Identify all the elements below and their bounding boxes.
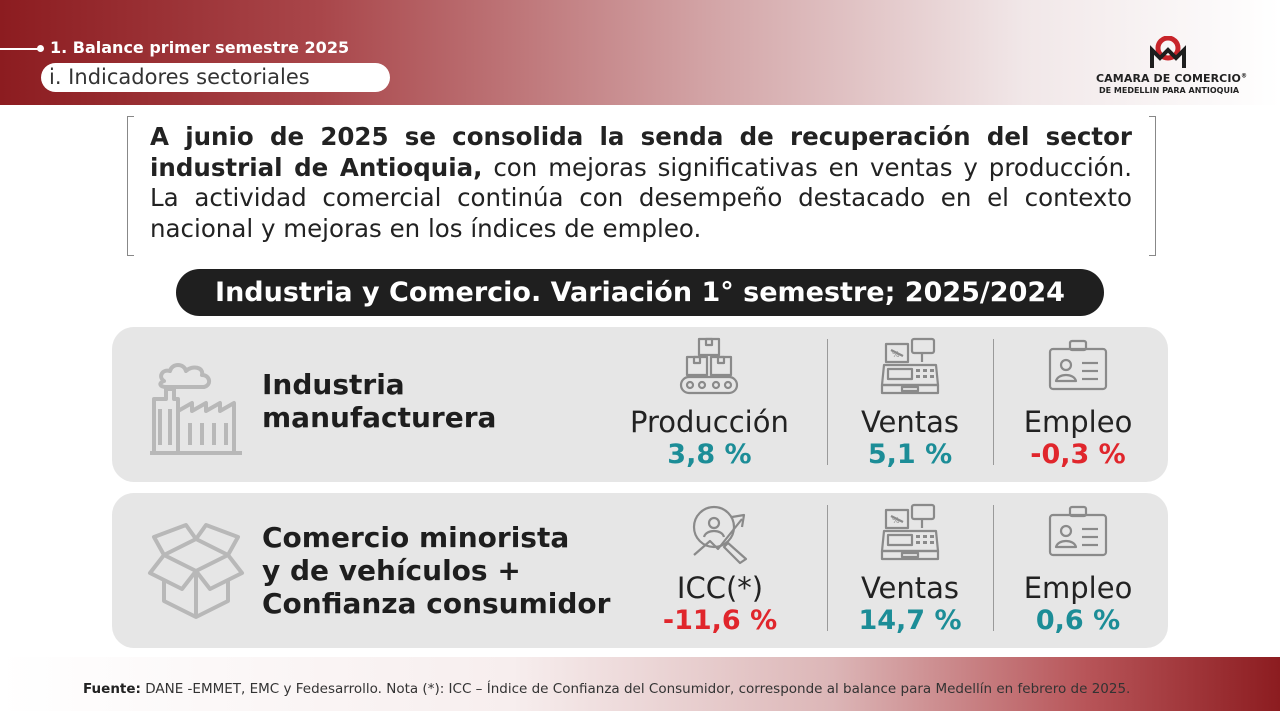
- metric-separator: [827, 339, 828, 465]
- logo-title: CAMARA DE COMERCIO®: [1096, 72, 1248, 85]
- source-text: DANE -EMMET, EMC y Fedesarrollo. Nota (*…: [140, 681, 1131, 697]
- bracket-tick: [128, 116, 134, 117]
- statement-text: A junio de 2025 se consolida la senda de…: [150, 122, 1132, 244]
- commerce-label-line: y de vehículos +: [262, 554, 521, 587]
- industry-label-line: Industria: [262, 368, 405, 401]
- section-title: 1. Balance primer semestre 2025: [50, 38, 350, 57]
- metric-separator: [993, 339, 994, 465]
- metric-value: -11,6 %: [662, 605, 778, 636]
- statement-box: A junio de 2025 se consolida la senda de…: [127, 116, 1156, 256]
- cash-register-icon: [878, 501, 942, 565]
- metric-name: Ventas: [860, 571, 960, 605]
- metric-empleo: Empleo 0,6 %: [1010, 501, 1146, 636]
- metric-value: 3,8 %: [667, 439, 752, 470]
- footer-band: [0, 657, 1280, 711]
- conveyor-boxes-icon: [680, 337, 739, 395]
- industry-label: Industria manufacturera: [262, 368, 496, 434]
- metric-separator: [993, 505, 994, 631]
- id-card-icon: [1046, 501, 1110, 565]
- header-divider-line: [0, 48, 40, 50]
- metric-name: Ventas: [860, 405, 960, 439]
- bracket-tick: [128, 255, 134, 256]
- id-card-icon: [1046, 335, 1110, 399]
- commerce-panel: Comercio minorista y de vehículos + Conf…: [112, 493, 1168, 648]
- logo-subtitle: DE MEDELLIN PARA ANTIOQUIA: [1099, 86, 1240, 95]
- metric-value: 5,1 %: [867, 439, 953, 470]
- metric-name: Empleo: [1023, 571, 1133, 605]
- metric-name: ICC(*): [676, 571, 764, 605]
- statement-bold: A junio de 2025 se consolida la senda de…: [150, 122, 1132, 182]
- metric-empleo: Empleo -0,3 %: [1010, 335, 1146, 470]
- target-growth-icon: [692, 505, 748, 565]
- commerce-label-line: Comercio minorista: [262, 521, 570, 554]
- industry-label-line: manufacturera: [262, 401, 497, 434]
- factory-icon: [150, 363, 242, 455]
- statement-rest: con mejoras significativas en ventas y p…: [150, 152, 1132, 243]
- metric-name: Empleo: [1023, 405, 1133, 439]
- metric-icc: ICC(*) -11,6 %: [652, 501, 788, 636]
- metric-produccion: Producción 3,8 %: [630, 335, 789, 470]
- chamber-logo-mark-icon: [1150, 36, 1186, 68]
- metric-value: -0,3 %: [1030, 439, 1126, 470]
- commerce-label-line: Confianza consumidor: [262, 587, 611, 620]
- open-box-icon: [148, 523, 244, 619]
- chamber-logo: CAMARA DE COMERCIO® DE MEDELLIN PARA ANT…: [1096, 36, 1248, 98]
- chart-title-pill: Industria y Comercio. Variación 1° semes…: [176, 269, 1104, 316]
- source-label: Fuente:: [83, 681, 141, 697]
- subsection-pill: i. Indicadores sectoriales: [41, 63, 390, 92]
- metric-value: 14,7 %: [858, 605, 962, 636]
- bracket-tick: [1149, 255, 1155, 256]
- source-note: Fuente: DANE -EMMET, EMC y Fedesarrollo.…: [83, 681, 1130, 697]
- header-bullet-dot: [37, 45, 44, 52]
- industry-panel: Industria manufacturera Producción 3,8 %…: [112, 327, 1168, 482]
- metric-ventas: Ventas 5,1 %: [848, 335, 972, 470]
- commerce-label: Comercio minorista y de vehículos + Conf…: [262, 521, 610, 620]
- metric-value: 0,6 %: [1035, 605, 1121, 636]
- cash-register-icon: [878, 335, 942, 399]
- bracket-tick: [1149, 116, 1155, 117]
- metric-ventas: Ventas 14,7 %: [844, 501, 976, 636]
- metric-name: Producción: [630, 405, 789, 439]
- metric-separator: [827, 505, 828, 631]
